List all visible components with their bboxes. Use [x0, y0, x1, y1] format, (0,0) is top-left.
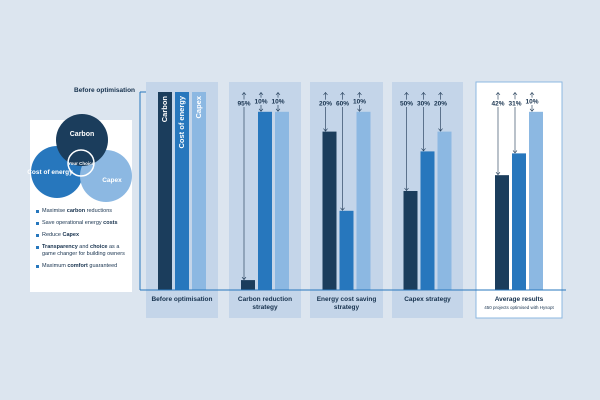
arrow-head	[241, 92, 247, 281]
value-label: 10%	[271, 99, 284, 106]
reduction-arrow	[275, 92, 281, 112]
value-label: 31%	[508, 101, 521, 108]
arrow-head	[275, 92, 281, 112]
arrow-head	[529, 92, 535, 112]
arrow-head	[438, 92, 443, 132]
value-label: 42%	[491, 101, 504, 108]
reduction-arrow	[340, 92, 345, 211]
bullet-item: Save operational energy costs	[36, 220, 128, 227]
venn-label: Carbon	[70, 131, 95, 138]
panel-title: Energy cost saving strategy	[310, 296, 383, 312]
value-label: 10%	[525, 99, 538, 106]
bar-label: Carbon	[160, 96, 169, 123]
bullet-item: Maximise carbon reductions	[36, 208, 128, 215]
panel-title: Average results 450 projects optimised wi…	[476, 296, 562, 312]
bullet-text: comfort	[67, 263, 88, 269]
bullet-text: choice	[90, 244, 108, 250]
bar	[512, 153, 526, 290]
bar	[356, 111, 371, 290]
value-label: 10%	[353, 99, 366, 106]
venn-circle	[56, 114, 108, 166]
bullet-text: Save operational energy	[42, 220, 104, 226]
bullet-text: Transparency	[42, 244, 78, 250]
bar	[529, 111, 543, 290]
bullet-text: as a game changer for building owners	[42, 244, 125, 257]
arrow-head	[258, 92, 264, 112]
reference-label: Before optimisation	[74, 87, 136, 94]
bullet-text: carbon	[66, 208, 86, 214]
bullet-item: Maximum comfort guaranteed	[36, 263, 128, 270]
venn-center-ring	[67, 149, 95, 177]
panel-title: Carbon reduction strategy	[229, 296, 301, 312]
bullet-list: Maximise carbon reductions Save operation…	[36, 208, 128, 275]
panel-title-text: Carbon reduction strategy	[237, 296, 293, 311]
reduction-arrow	[258, 92, 264, 112]
panel-title-text: Before optimisation	[151, 296, 213, 303]
arrow-head	[340, 92, 345, 211]
bar-label: Cost of energy	[177, 95, 186, 148]
arrow-head	[404, 92, 409, 191]
bar	[241, 280, 255, 290]
bullet-text: reductions	[85, 208, 113, 214]
arrow-head	[495, 92, 501, 176]
reduction-arrow	[438, 92, 443, 132]
value-label: 95%	[237, 101, 250, 108]
reduction-arrow	[529, 92, 535, 112]
bullet-item: Transparency and choice as a game change…	[36, 244, 128, 258]
bullet-text: Capex	[62, 232, 80, 238]
reduction-arrow	[495, 92, 501, 176]
panel-title-text: Energy cost saving strategy	[316, 296, 377, 311]
panel-title: Before optimisation	[146, 296, 218, 304]
reduction-arrow	[404, 92, 409, 191]
venn-center-label: Your Choice	[68, 161, 95, 166]
bar	[339, 210, 354, 290]
value-label: 10%	[254, 99, 267, 106]
bar	[192, 92, 206, 290]
value-label: 30%	[417, 101, 430, 108]
bar	[258, 111, 272, 290]
bar	[420, 151, 435, 290]
venn-label: Cost of energy	[27, 169, 73, 176]
value-label: 50%	[400, 101, 413, 108]
bar	[495, 175, 509, 290]
bullet-text: Maximise	[42, 208, 67, 214]
reduction-arrow	[357, 92, 362, 112]
value-label: 20%	[319, 101, 332, 108]
value-label: 20%	[434, 101, 447, 108]
reduction-arrow	[323, 92, 328, 132]
bar	[275, 111, 289, 290]
bar-label: Capex	[194, 95, 203, 118]
arrow-head	[323, 92, 328, 132]
arrow-head	[357, 92, 362, 112]
reduction-arrow	[241, 92, 247, 281]
bullet-text: and	[77, 244, 91, 250]
arrow-head	[421, 92, 426, 152]
panel-title-text: Average results	[494, 296, 544, 303]
panel-title: Capex strategy	[392, 296, 463, 304]
bullet-text: Reduce	[42, 232, 63, 238]
panel-subtitle: 450 projects optimised with Hysopt	[484, 305, 554, 310]
venn-label: Capex	[102, 177, 122, 184]
value-label: 60%	[336, 101, 349, 108]
panel-title-text: Capex strategy	[404, 296, 451, 303]
reduction-arrow	[512, 92, 518, 154]
bar	[403, 191, 418, 290]
bullet-item: Reduce Capex	[36, 232, 128, 239]
arrow-head	[512, 92, 518, 154]
bar	[322, 131, 337, 290]
bar	[437, 131, 452, 290]
bullet-text: guaranteed	[87, 263, 118, 269]
bar	[175, 92, 189, 290]
bullet-text: costs	[103, 220, 118, 226]
reduction-arrow	[421, 92, 426, 152]
bar	[158, 92, 172, 290]
bullet-text: Maximum	[42, 263, 68, 269]
